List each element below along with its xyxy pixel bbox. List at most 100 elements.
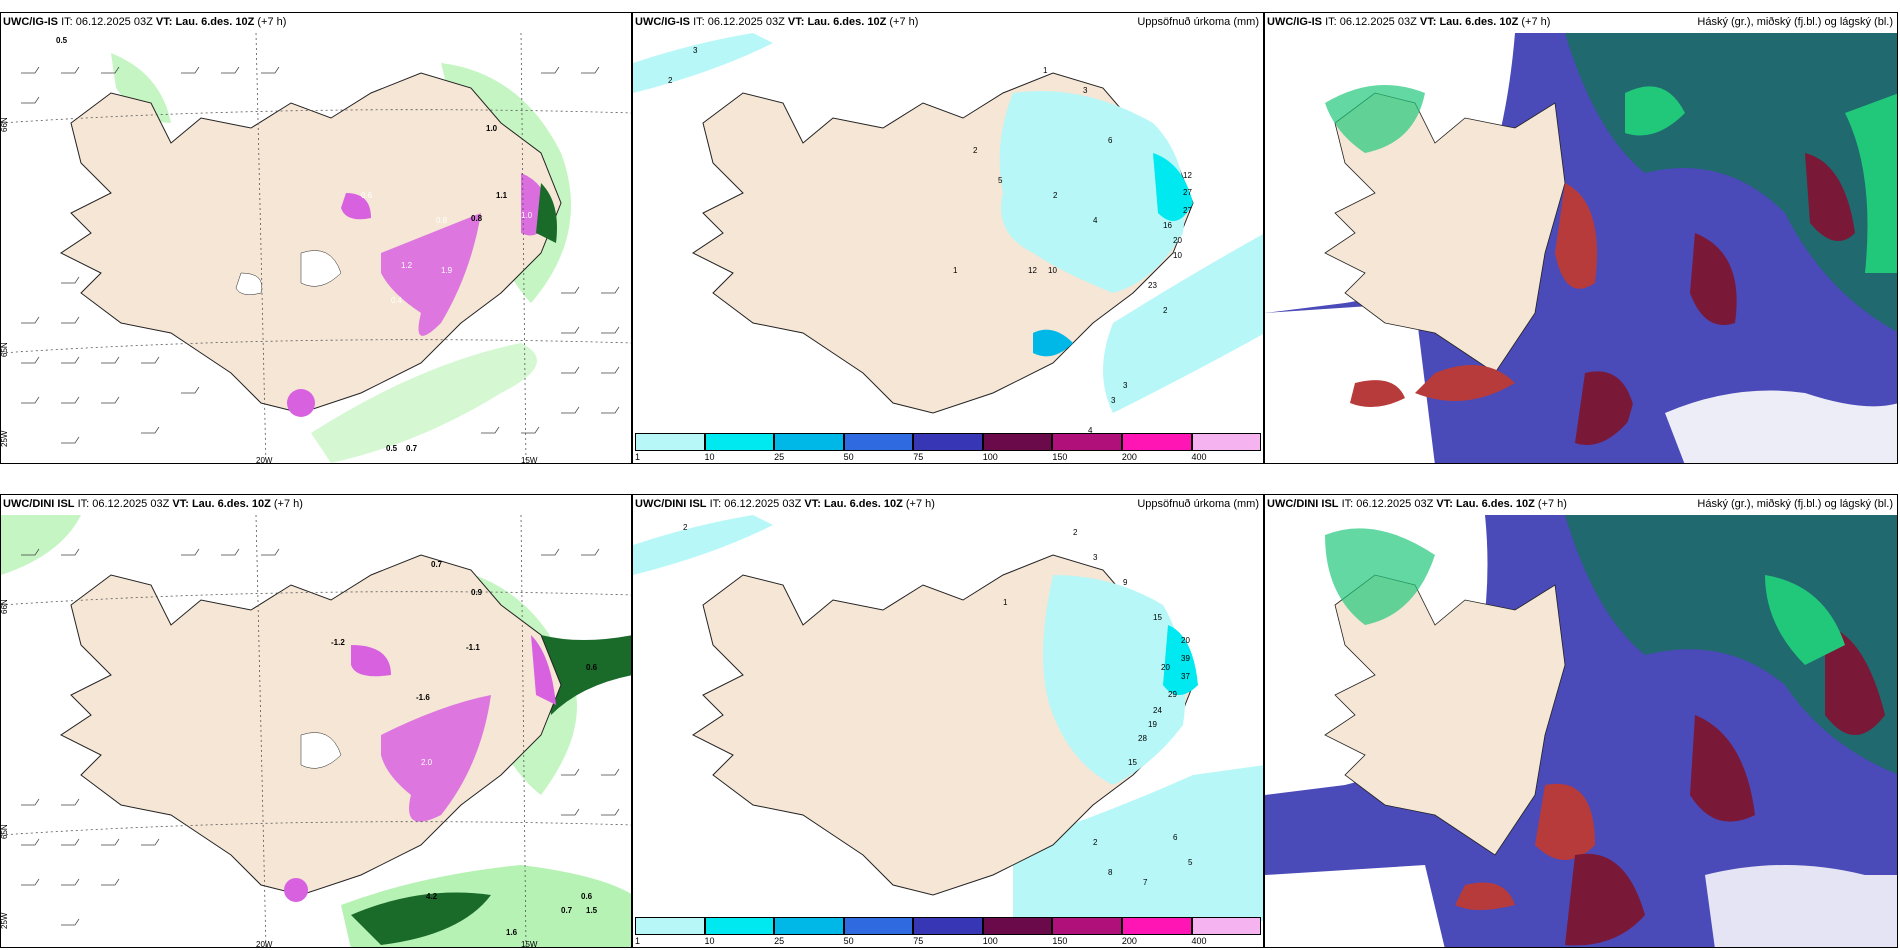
- colorbar-labels: 1 10 25 50 75 100 150 200 400: [633, 452, 1263, 463]
- colorbar-swatch: [913, 917, 983, 935]
- value-label: 0.4: [391, 296, 403, 305]
- value-label: 0.7: [561, 906, 573, 915]
- colorbar-label: 200: [1121, 936, 1137, 946]
- colorbar-swatch: [704, 917, 775, 935]
- colorbar-label: 200: [1121, 452, 1137, 462]
- value-label: -1.1: [466, 643, 480, 652]
- colorbar-swatch: [982, 433, 1053, 451]
- value-label: 23: [1148, 281, 1157, 290]
- colorbar-swatch: [635, 433, 705, 451]
- value-label: 0.9: [471, 588, 483, 597]
- value-label: 3: [693, 46, 698, 55]
- colorbar-label: 50: [843, 936, 854, 946]
- panel-title: Uppsöfnuð úrkoma (mm): [1137, 498, 1259, 510]
- value-label: 0.8: [436, 216, 448, 225]
- value-label: 1.9: [441, 266, 453, 275]
- axis-label: 15W: [521, 940, 538, 948]
- value-label: 4: [1088, 426, 1093, 435]
- value-label: 4: [1093, 216, 1098, 225]
- value-label: 12: [1183, 171, 1192, 180]
- colorbar-label: 10: [704, 936, 715, 946]
- value-label: 37: [1181, 672, 1190, 681]
- value-label: 12: [1028, 266, 1037, 275]
- value-label: 3: [1083, 86, 1088, 95]
- panel-dini-precip: UWC/DINI ISL IT: 06.12.2025 03Z VT: Lau.…: [632, 494, 1264, 948]
- value-label: 3: [1093, 553, 1098, 562]
- colorbar-label: 100: [982, 452, 998, 462]
- colorbar-swatch: [1191, 917, 1262, 935]
- colorbar-swatch: [1052, 917, 1122, 935]
- value-label: 24: [1153, 706, 1162, 715]
- panel-header: UWC/DINI ISL IT: 06.12.2025 03Z VT: Lau.…: [3, 498, 303, 510]
- colorbar-swatch: [1191, 433, 1262, 451]
- value-label: 1.1: [496, 191, 508, 200]
- axis-label: 66N: [1, 599, 9, 614]
- value-label: 2: [1093, 838, 1098, 847]
- colorbar-label: 1: [635, 936, 641, 946]
- colorbar-label: 150: [1052, 452, 1068, 462]
- cloud-map: [1265, 33, 1897, 463]
- panel-header: UWC/IG-IS IT: 06.12.2025 03Z VT: Lau. 6.…: [1267, 16, 1551, 28]
- colorbar-label: 50: [843, 452, 854, 462]
- value-label: 27: [1183, 206, 1192, 215]
- value-label: 15: [1153, 613, 1162, 622]
- value-label: 1: [1043, 66, 1048, 75]
- colorbar-swatch: [635, 917, 705, 935]
- value-label: 2: [1073, 528, 1078, 537]
- value-label: 1.0: [486, 124, 498, 133]
- value-label: 15: [1128, 758, 1137, 767]
- value-label: 0.7: [431, 560, 443, 569]
- value-label: 16: [1163, 221, 1172, 230]
- colorbar-label: 10: [704, 452, 715, 462]
- value-label: 20: [1181, 636, 1190, 645]
- value-label: 20: [1161, 663, 1170, 672]
- colorbar-labels: 1 10 25 50 75 100 150 200 400: [633, 936, 1263, 947]
- colorbar-swatch: [1052, 433, 1122, 451]
- value-label: 2: [683, 523, 688, 532]
- axis-label: 20W: [256, 940, 273, 948]
- colorbar-swatch: [913, 433, 983, 451]
- value-label: 4.2: [426, 892, 438, 901]
- colorbar-label: 1: [635, 452, 641, 462]
- panel-title: Uppsöfnuð úrkoma (mm): [1137, 16, 1259, 28]
- axis-label: 20W: [256, 456, 273, 464]
- colorbar-swatch: [774, 917, 844, 935]
- colorbar-label: 400: [1191, 936, 1207, 946]
- value-label: 2.0: [421, 758, 433, 767]
- value-label: 29: [1168, 690, 1177, 699]
- value-label: 0.6: [586, 663, 598, 672]
- value-label: 1: [1003, 598, 1008, 607]
- value-label: 0.5: [386, 444, 398, 453]
- value-label: 0.8: [471, 214, 483, 223]
- colorbar: [635, 433, 1262, 451]
- panel-header: UWC/DINI ISL IT: 06.12.2025 03Z VT: Lau.…: [1267, 498, 1567, 510]
- colorbar-label: 100: [982, 936, 998, 946]
- wind-map: 0.5 0.5 0.7 1.0 0.6 0.8 1.1 1.2 1.9 0.4 …: [1, 33, 631, 464]
- precip-map: 2 2 1 3 9 15 20 39 37 20 29 24 19 28 15 …: [633, 515, 1263, 921]
- value-label: 6: [1108, 136, 1113, 145]
- axis-label: 65N: [1, 824, 9, 839]
- value-label: 2: [668, 76, 673, 85]
- colorbar-swatch: [1121, 917, 1192, 935]
- value-label: 3: [1111, 396, 1116, 405]
- value-label: 39: [1181, 654, 1190, 663]
- value-label: 8: [1108, 868, 1113, 877]
- value-label: 5: [1188, 858, 1193, 867]
- value-label: -1.2: [331, 638, 345, 647]
- panel-ig-precip: UWC/IG-IS IT: 06.12.2025 03Z VT: Lau. 6.…: [632, 12, 1264, 464]
- colorbar-label: 25: [774, 936, 785, 946]
- colorbar-label: 75: [913, 452, 924, 462]
- value-label: 5: [998, 176, 1003, 185]
- panel-dini-wind: UWC/DINI ISL IT: 06.12.2025 03Z VT: Lau.…: [0, 494, 632, 948]
- axis-label: 15W: [521, 456, 538, 464]
- axis-label: 66N: [1, 117, 9, 132]
- value-label: 28: [1138, 734, 1147, 743]
- colorbar-swatch: [704, 433, 775, 451]
- colorbar-swatch: [843, 917, 914, 935]
- axis-label: 65N: [1, 342, 9, 357]
- axis-label: 25W: [1, 912, 9, 929]
- colorbar: [635, 917, 1262, 935]
- value-label: 27: [1183, 188, 1192, 197]
- value-label: 1.2: [401, 261, 413, 270]
- value-label: 10: [1173, 251, 1182, 260]
